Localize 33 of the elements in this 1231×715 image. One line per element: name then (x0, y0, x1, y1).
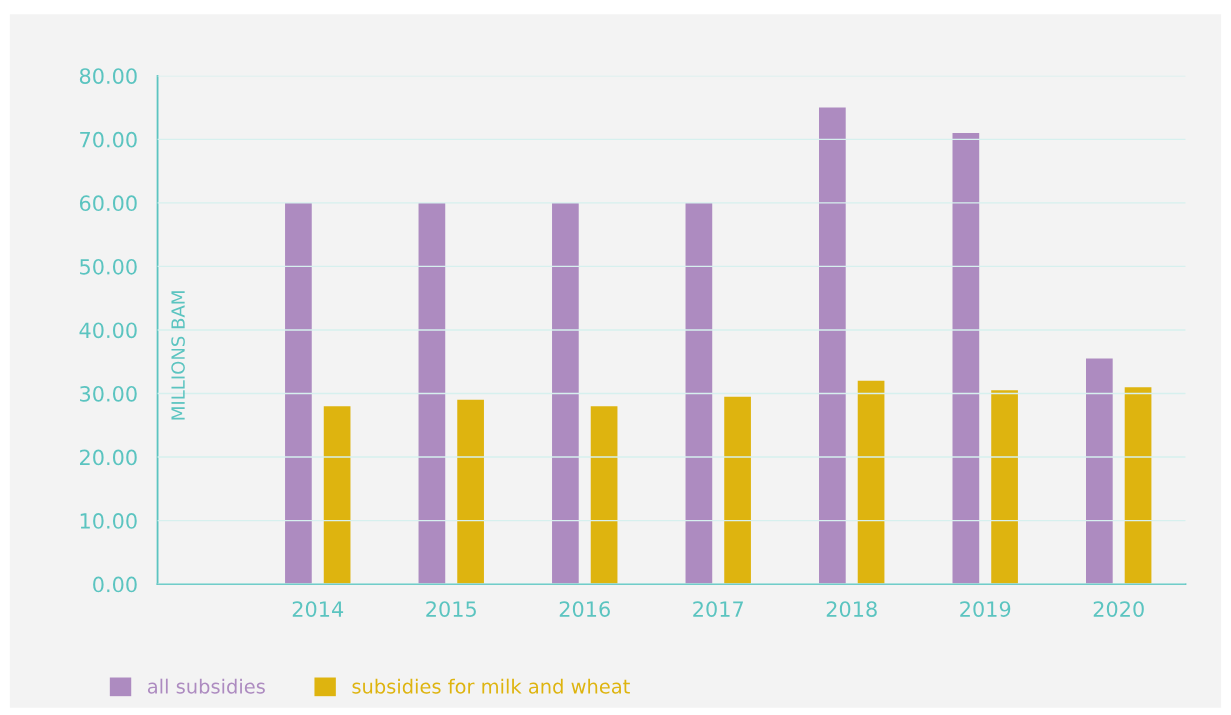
legend-label: all subsidies (147, 678, 265, 694)
bar (285, 202, 312, 585)
bar (819, 107, 846, 585)
legend-label: subsidies for milk and wheat (352, 678, 630, 694)
x-tick-label: 2017 (693, 601, 743, 617)
bar (857, 380, 885, 585)
y-tick-label: 80.00 (79, 68, 137, 84)
x-tick-label: 2020 (1093, 601, 1144, 617)
bar (552, 202, 579, 585)
bar (590, 406, 618, 585)
y-tick-label: 70.00 (80, 131, 137, 148)
y-tick-label: 30.00 (80, 385, 137, 402)
bar (1124, 387, 1152, 585)
bar (685, 202, 713, 585)
x-tick-label: 2018 (826, 601, 877, 617)
bar (418, 202, 446, 585)
bar (952, 132, 980, 585)
bar (457, 399, 484, 585)
x-tick-label: 2016 (559, 601, 610, 617)
y-tick-label: 40.00 (79, 322, 137, 339)
y-tick-label: 50.00 (80, 258, 137, 275)
x-tick-label: 2015 (426, 601, 476, 617)
bar (1086, 358, 1113, 585)
y-tick-label: 10.00 (80, 513, 137, 529)
y-tick-label: 20.00 (80, 449, 137, 466)
bar (991, 390, 1018, 585)
y-tick-label: 60.00 (79, 195, 137, 212)
bar (724, 396, 751, 585)
y-axis-title: MILLIONS BAM (171, 291, 185, 420)
y-tick-label: 0.00 (93, 576, 137, 593)
bar (323, 406, 351, 585)
x-tick-label: 2019 (960, 601, 1011, 617)
x-tick-label: 2014 (292, 601, 344, 617)
